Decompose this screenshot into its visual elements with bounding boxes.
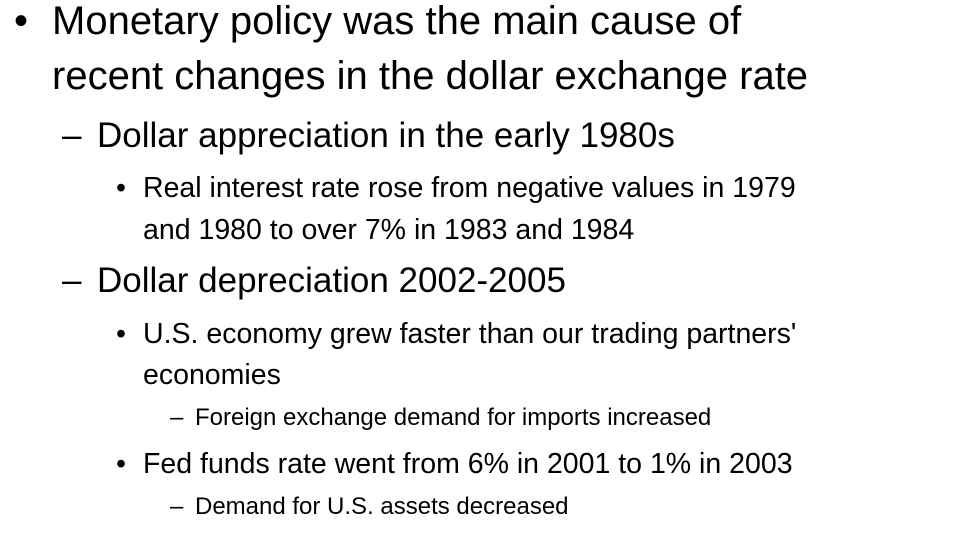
dash-marker: – bbox=[62, 116, 82, 155]
subsubbullet-text-line: Fed funds rate went from 6% in 2001 to 1… bbox=[143, 448, 793, 480]
bullet-text-line: Monetary policy was the main cause of bbox=[52, 0, 742, 43]
dash-marker: – bbox=[170, 493, 184, 520]
subbullet-text-line: Dollar appreciation in the early 1980s bbox=[97, 116, 675, 155]
bullet-marker: • bbox=[116, 448, 126, 480]
subsubbullet-text-line: and 1980 to over 7% in 1983 and 1984 bbox=[143, 214, 635, 246]
subsubbullet-text-line: U.S. economy grew faster than our tradin… bbox=[143, 318, 797, 350]
bullet-marker: • bbox=[14, 0, 29, 43]
subsubbullet-text-line: Real interest rate rose from negative va… bbox=[143, 172, 796, 204]
dash-marker: – bbox=[62, 261, 82, 300]
subbullet-text-line: Dollar depreciation 2002-2005 bbox=[97, 261, 566, 300]
bullet-text-line: recent changes in the dollar exchange ra… bbox=[52, 54, 809, 98]
bullet-marker: • bbox=[116, 318, 126, 350]
level4-text-line: Foreign exchange demand for imports incr… bbox=[195, 404, 712, 431]
bullet-marker: • bbox=[116, 172, 126, 204]
level4-text-line: Demand for U.S. assets decreased bbox=[195, 493, 569, 520]
dash-marker: – bbox=[170, 404, 184, 431]
subsubbullet-text-line: economies bbox=[143, 359, 281, 391]
